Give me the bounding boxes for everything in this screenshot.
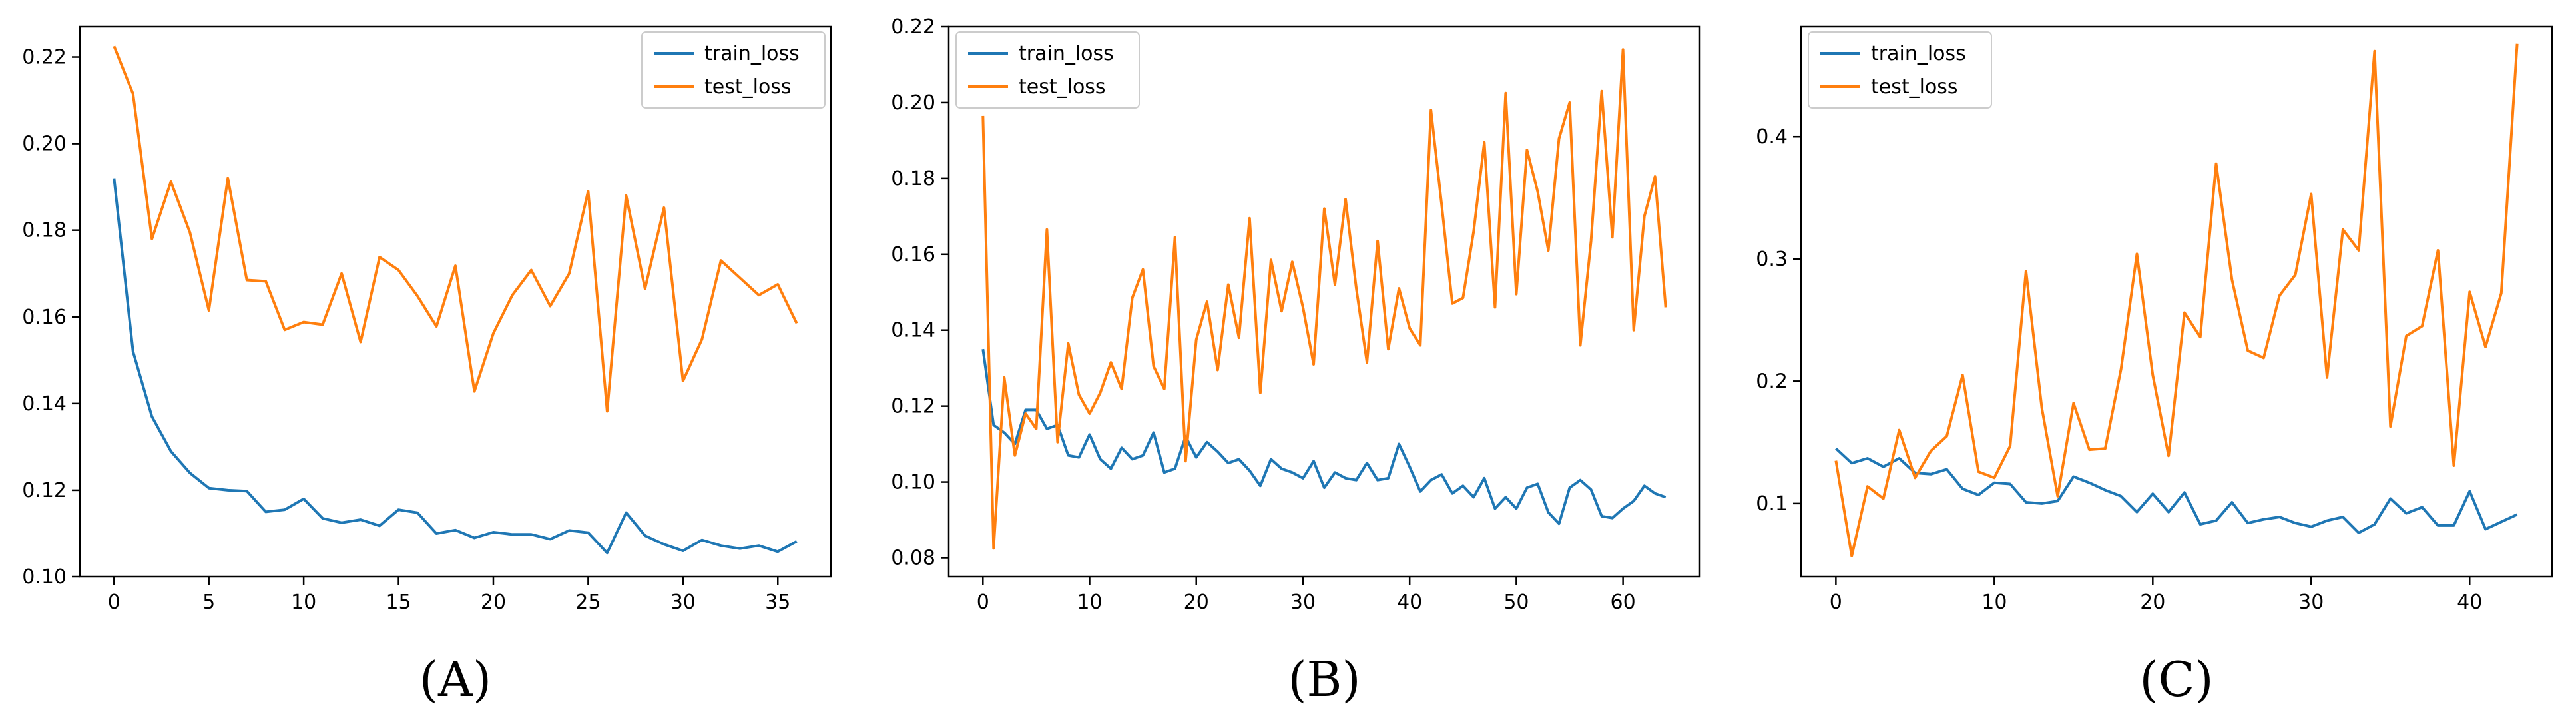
y-tick-label: 0.18 bbox=[891, 167, 935, 190]
y-tick-label: 0.08 bbox=[891, 547, 935, 570]
y-tick-label: 0.20 bbox=[891, 91, 935, 115]
legend-label-test-loss: test_loss bbox=[1019, 75, 1106, 99]
x-tick-label: 30 bbox=[2298, 591, 2324, 614]
panel-label: (C) bbox=[2139, 651, 2213, 707]
x-tick-label: 30 bbox=[1290, 591, 1316, 614]
series-line-train-loss bbox=[1835, 447, 2518, 534]
y-tick-label: 0.10 bbox=[891, 471, 935, 494]
x-tick-label: 15 bbox=[386, 591, 411, 614]
legend-label-train-loss: train_loss bbox=[1871, 42, 1966, 65]
legend-label-test-loss: test_loss bbox=[1871, 75, 1958, 99]
x-tick-label: 20 bbox=[481, 591, 506, 614]
y-tick-label: 0.20 bbox=[22, 133, 67, 156]
series-line-test-loss bbox=[981, 48, 1667, 550]
series-line-test-loss bbox=[1834, 43, 2519, 557]
x-tick-label: 10 bbox=[291, 591, 316, 614]
y-tick-label: 0.22 bbox=[22, 46, 67, 69]
legend-label-train-loss: train_loss bbox=[704, 42, 800, 65]
x-tick-label: 25 bbox=[575, 591, 601, 614]
series-line-train-loss bbox=[113, 178, 798, 555]
y-tick-label: 0.4 bbox=[1756, 125, 1788, 149]
x-tick-label: 0 bbox=[1830, 591, 1842, 614]
legend-label-test-loss: test_loss bbox=[704, 75, 792, 99]
x-tick-label: 35 bbox=[765, 591, 790, 614]
chart-panel-b: 0 10 20 30 40 50 60 0.08 0.10 0.12 0.14 0.16 0.18 0.2… bbox=[891, 15, 1701, 707]
x-tick-label: 0 bbox=[977, 591, 989, 614]
legend-label-train-loss: train_loss bbox=[1019, 42, 1114, 65]
panel-label: (A) bbox=[419, 651, 491, 707]
y-tick-label: 0.12 bbox=[891, 395, 935, 418]
y-tick-label: 0.16 bbox=[22, 306, 67, 329]
x-tick-label: 60 bbox=[1611, 591, 1636, 614]
legend: train_loss test_loss bbox=[955, 31, 1140, 109]
y-tick-label: 0.10 bbox=[22, 565, 67, 589]
x-tick-label: 20 bbox=[1184, 591, 1209, 614]
y-tick-label: 0.18 bbox=[22, 219, 67, 242]
axes-frame bbox=[947, 25, 1701, 578]
x-tick-label: 10 bbox=[1077, 591, 1102, 614]
x-tick-label: 20 bbox=[2140, 591, 2165, 614]
x-tick-label: 40 bbox=[1397, 591, 1422, 614]
x-tick-label: 50 bbox=[1503, 591, 1529, 614]
axes-frame bbox=[1800, 25, 2553, 578]
legend-box bbox=[1808, 31, 1992, 109]
y-tick-label: 0.3 bbox=[1756, 248, 1788, 271]
y-tick-label: 0.2 bbox=[1756, 370, 1788, 393]
x-tick-label: 10 bbox=[1981, 591, 2007, 614]
y-tick-label: 0.1 bbox=[1756, 492, 1788, 516]
x-tick-label: 5 bbox=[202, 591, 215, 614]
y-tick-label: 0.14 bbox=[22, 392, 67, 416]
legend: train_loss test_loss bbox=[1808, 31, 1992, 109]
y-tick-label: 0.22 bbox=[891, 15, 935, 39]
panel-label: (B) bbox=[1288, 651, 1360, 707]
legend-box bbox=[641, 31, 826, 109]
x-tick-label: 30 bbox=[670, 591, 696, 614]
series-line-train-loss bbox=[981, 348, 1667, 526]
chart-panel-c: 0 10 20 30 40 0.1 0.2 0.3 0.4 train_loss test_loss… bbox=[1756, 25, 2553, 707]
series-line-test-loss bbox=[113, 45, 798, 413]
x-tick-label: 0 bbox=[108, 591, 121, 614]
legend-box bbox=[955, 31, 1140, 109]
x-tick-label: 40 bbox=[2457, 591, 2482, 614]
legend: train_loss test_loss bbox=[641, 31, 826, 109]
axes-frame bbox=[79, 25, 832, 578]
y-tick-label: 0.16 bbox=[891, 243, 935, 266]
chart-panel-a: 0 5 10 15 20 25 30 35 0.10 0.12 0.14 0.16 0.18 0.20 0.… bbox=[22, 25, 832, 707]
y-tick-label: 0.14 bbox=[891, 319, 935, 342]
y-tick-label: 0.12 bbox=[22, 479, 67, 502]
